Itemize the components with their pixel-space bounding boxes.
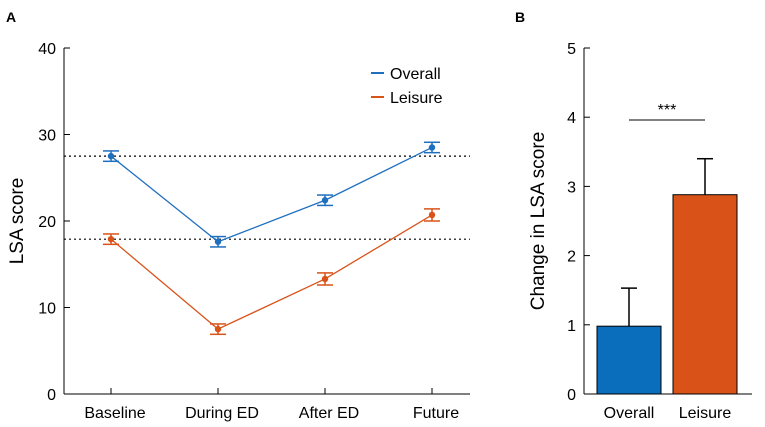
legend-label: Overall: [390, 66, 441, 83]
panel-b-y-tick-label: 3: [567, 179, 576, 196]
panel-b-y-tick-label: 2: [567, 249, 576, 266]
bar-leisure: [672, 194, 738, 395]
data-point-leisure: [428, 211, 436, 219]
panel-a-x-tick-label: After ED: [299, 405, 359, 422]
panel-a-legend: Overall Leisure: [371, 66, 443, 107]
panel-a: A LSA score 0 10 20 30 40 Baseline During ED A…: [6, 9, 470, 422]
panel-b: B Change in LSA score 0 1 2 3 4 5 Overall Leis…: [515, 9, 752, 422]
panel-b-y-tick-label: 5: [567, 41, 576, 58]
data-point-overall: [107, 152, 115, 160]
series-line-overall: [110, 146, 433, 243]
panel-b-label: B: [515, 9, 525, 25]
panel-b-y-tick-label: 1: [567, 318, 576, 335]
panel-a-y-tick-label: 0: [47, 387, 56, 404]
panel-a-y-tick-label: 10: [38, 301, 56, 318]
panel-b-x-tick-label: Overall: [604, 405, 655, 422]
panel-b-x-tick-label: Leisure: [679, 405, 732, 422]
panel-a-x-tick-label: Future: [413, 405, 459, 422]
legend-label: Leisure: [390, 90, 443, 107]
significance-label: ***: [658, 102, 677, 119]
series-line-leisure: [110, 214, 433, 330]
data-point-leisure: [321, 275, 329, 283]
data-point-leisure: [107, 235, 115, 243]
panel-a-label: A: [6, 9, 16, 25]
panel-a-y-tick-label: 40: [38, 41, 56, 58]
panel-b-y-label: Change in LSA score: [528, 132, 549, 311]
panel-a-y-label: LSA score: [7, 178, 28, 265]
bar-overall: [596, 325, 662, 395]
panel-a-x-tick-label: Baseline: [84, 405, 145, 422]
panel-a-x-tick-label: During ED: [185, 405, 259, 422]
panel-b-y-tick-label: 4: [567, 110, 576, 127]
data-point-overall: [321, 197, 329, 204]
data-point-overall: [428, 144, 436, 151]
data-point-overall: [214, 238, 222, 245]
panel-a-y-tick-label: 30: [38, 128, 56, 145]
data-point-leisure: [214, 325, 222, 333]
panel-a-y-tick-label: 20: [38, 214, 56, 231]
panel-b-y-tick-label: 0: [567, 387, 576, 404]
